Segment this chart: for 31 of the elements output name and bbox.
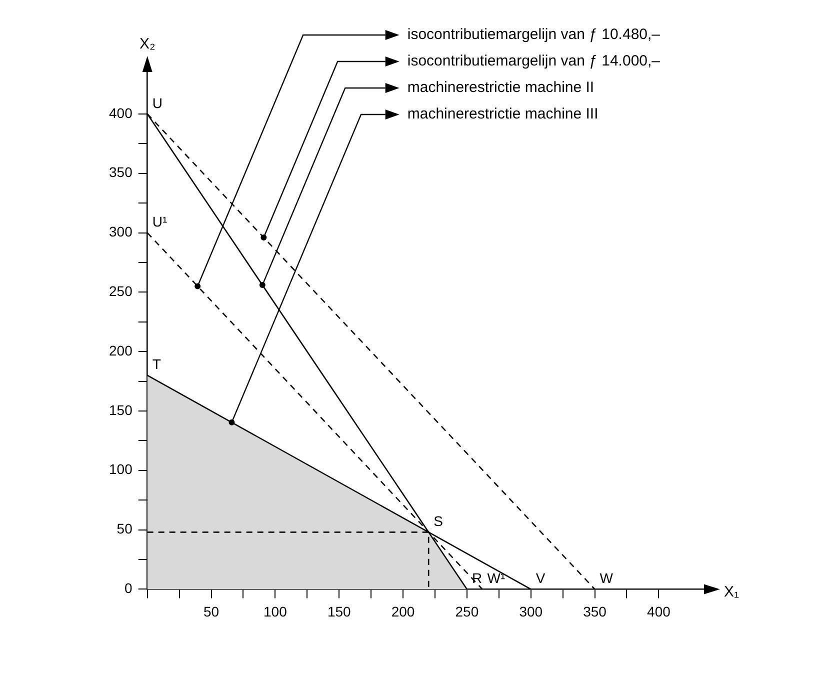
x-axis-title: X₁ <box>724 583 740 600</box>
annotation: V <box>536 570 546 586</box>
annotation: W¹ <box>487 570 506 586</box>
y-tick-label: 350 <box>109 164 133 180</box>
x-tick-label: 350 <box>583 603 607 620</box>
legend-label: isocontributiemargelijn van ƒ 10.480,– <box>407 26 661 44</box>
y-tick-label: 150 <box>109 402 133 418</box>
x-tick-label: 200 <box>391 603 415 620</box>
y-tick-label: 200 <box>109 342 133 358</box>
y-tick-label: 300 <box>109 224 133 240</box>
x-tick-label: 100 <box>264 603 288 620</box>
legend-label: machinerestrictie machine II <box>407 79 594 96</box>
annotation: U¹ <box>152 214 168 230</box>
x-tick-label: 250 <box>455 603 479 620</box>
y-tick-label: 50 <box>116 520 133 537</box>
legend-label: machinerestrictie machine III <box>407 106 598 123</box>
annotation: S <box>434 513 443 530</box>
x-tick-label: 50 <box>203 603 220 620</box>
annotation: R <box>472 570 482 586</box>
legend-label: isocontributiemargelijn van ƒ 14.000,– <box>407 52 661 70</box>
y-tick-label: 400 <box>109 104 133 121</box>
y-tick-label: 250 <box>109 283 133 300</box>
y-axis-title: X₂ <box>139 36 156 53</box>
annotation: U <box>152 94 162 111</box>
x-tick-label: 400 <box>647 603 671 620</box>
annotation: T <box>152 356 162 372</box>
x-tick-label: 300 <box>519 603 543 620</box>
annotation: W <box>600 570 614 586</box>
y-tick-label: 100 <box>109 461 133 478</box>
x-tick-label: 150 <box>327 603 352 620</box>
y-tick-label: 0 <box>124 580 133 596</box>
